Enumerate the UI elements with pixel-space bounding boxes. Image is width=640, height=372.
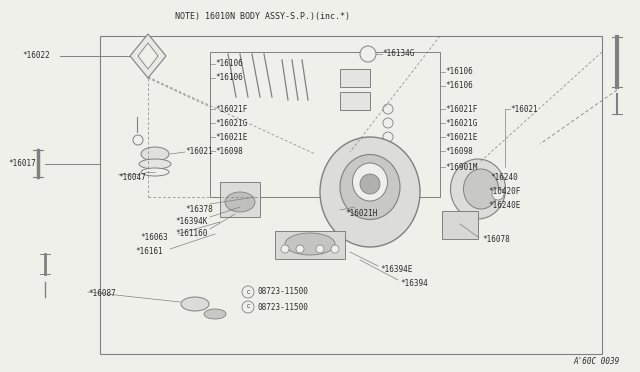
Circle shape xyxy=(383,104,393,114)
Text: *16021: *16021 xyxy=(185,148,212,157)
Text: *16021E: *16021E xyxy=(445,132,477,141)
Circle shape xyxy=(360,174,380,194)
Text: *16106: *16106 xyxy=(215,60,243,68)
Text: *16021H: *16021H xyxy=(345,209,378,218)
Text: NOTE) 16010N BODY ASSY-S.P.)(inc.*): NOTE) 16010N BODY ASSY-S.P.)(inc.*) xyxy=(175,13,350,22)
Text: C: C xyxy=(246,305,250,310)
Circle shape xyxy=(360,46,376,62)
Circle shape xyxy=(242,286,254,298)
Ellipse shape xyxy=(320,137,420,247)
Polygon shape xyxy=(130,34,166,78)
Circle shape xyxy=(281,245,289,253)
Circle shape xyxy=(383,118,393,128)
Text: *16021: *16021 xyxy=(510,105,538,113)
Text: *16021F: *16021F xyxy=(215,105,248,113)
Ellipse shape xyxy=(139,159,171,169)
Ellipse shape xyxy=(141,147,169,161)
Text: *16098: *16098 xyxy=(445,147,473,155)
Ellipse shape xyxy=(141,168,169,176)
Circle shape xyxy=(383,132,393,142)
Circle shape xyxy=(316,245,324,253)
Text: *16022: *16022 xyxy=(22,51,50,61)
Circle shape xyxy=(384,147,392,155)
Text: *16240: *16240 xyxy=(490,173,518,182)
Text: *16378: *16378 xyxy=(185,205,212,214)
Text: *16017: *16017 xyxy=(8,160,36,169)
Text: *16394K: *16394K xyxy=(175,217,207,225)
Text: *16161: *16161 xyxy=(135,247,163,257)
FancyBboxPatch shape xyxy=(340,92,370,110)
Text: *16106: *16106 xyxy=(445,67,473,77)
Circle shape xyxy=(331,245,339,253)
Text: *16394E: *16394E xyxy=(380,266,412,275)
FancyBboxPatch shape xyxy=(340,69,370,87)
Text: *16087: *16087 xyxy=(88,289,116,298)
Text: *16021G: *16021G xyxy=(215,119,248,128)
Polygon shape xyxy=(138,43,158,69)
Text: 08723-11500: 08723-11500 xyxy=(258,288,309,296)
Circle shape xyxy=(492,188,504,200)
Ellipse shape xyxy=(451,159,506,219)
Bar xyxy=(100,36,602,354)
Bar xyxy=(220,182,260,217)
Text: *16078: *16078 xyxy=(482,235,509,244)
Ellipse shape xyxy=(340,154,400,219)
Text: *16394: *16394 xyxy=(400,279,428,289)
Text: *16098: *16098 xyxy=(215,147,243,155)
Text: 08723-11500: 08723-11500 xyxy=(258,302,309,311)
Text: *16021G: *16021G xyxy=(445,119,477,128)
Text: A'60C 0039: A'60C 0039 xyxy=(573,357,620,366)
Text: *16106: *16106 xyxy=(215,74,243,83)
Ellipse shape xyxy=(353,163,387,201)
Text: *16240E: *16240E xyxy=(488,201,520,209)
Ellipse shape xyxy=(181,297,209,311)
Text: *16047: *16047 xyxy=(118,173,146,182)
Bar xyxy=(275,231,345,259)
Bar xyxy=(442,211,478,239)
Ellipse shape xyxy=(204,309,226,319)
Circle shape xyxy=(296,245,304,253)
Text: C: C xyxy=(246,289,250,295)
Ellipse shape xyxy=(225,192,255,212)
Text: *16021F: *16021F xyxy=(445,105,477,113)
Text: *16021E: *16021E xyxy=(215,132,248,141)
Text: *161160: *161160 xyxy=(175,228,207,237)
Ellipse shape xyxy=(285,233,335,255)
Text: *16106: *16106 xyxy=(445,81,473,90)
Circle shape xyxy=(242,301,254,313)
Circle shape xyxy=(133,135,143,145)
Text: *16420F: *16420F xyxy=(488,186,520,196)
Text: *16134G: *16134G xyxy=(382,49,414,58)
Text: *16063: *16063 xyxy=(140,232,168,241)
Bar xyxy=(210,52,440,197)
Ellipse shape xyxy=(463,169,499,209)
Text: *16901M: *16901M xyxy=(445,163,477,171)
